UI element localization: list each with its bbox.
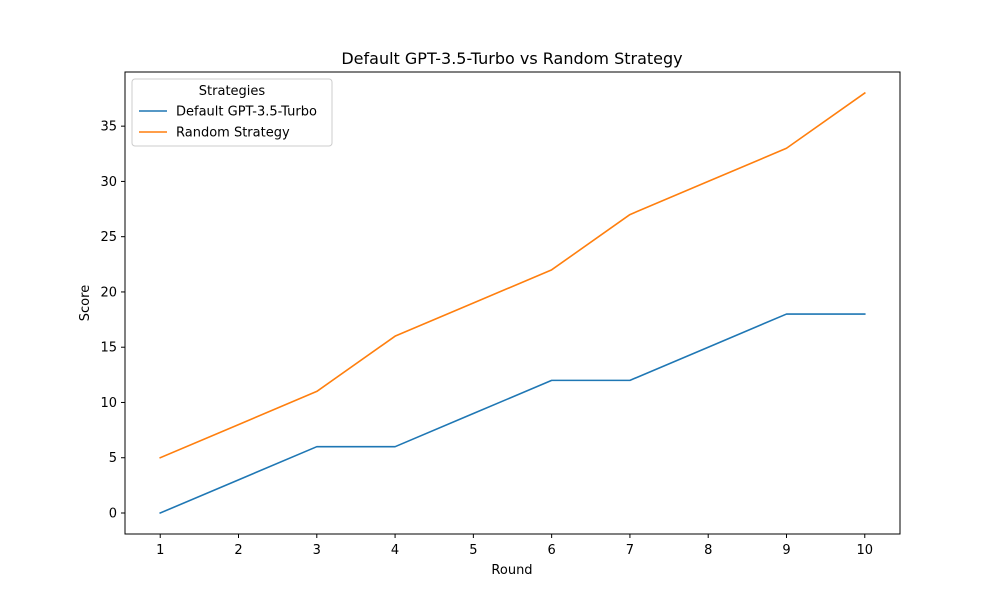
x-tick-label: 3: [313, 543, 321, 558]
x-tick-label: 5: [469, 543, 477, 558]
y-tick-label: 10: [100, 396, 117, 411]
chart-title: Default GPT-3.5-Turbo vs Random Strategy: [341, 49, 682, 68]
y-tick-label: 30: [100, 175, 117, 190]
x-tick-label: 4: [391, 543, 399, 558]
legend: Strategies Default GPT-3.5-Turbo Random S…: [131, 78, 333, 147]
y-tick-label: 20: [100, 285, 117, 300]
legend-label: Random Strategy: [176, 126, 290, 141]
x-tick-label: 2: [234, 543, 242, 558]
y-tick-label: 5: [109, 451, 117, 466]
x-tick-label: 1: [156, 543, 164, 558]
y-tick-label: 15: [100, 341, 117, 356]
legend-items: Default GPT-3.5-Turbo Random Strategy: [139, 105, 317, 141]
y-axis-label: Score: [78, 285, 93, 321]
legend-title: Strategies: [199, 84, 266, 99]
x-tick-label: 8: [704, 543, 712, 558]
series-line-default-gpt: [159, 313, 866, 515]
plot-frame: [124, 71, 901, 535]
y-tick-label: 35: [100, 120, 117, 135]
x-tick-label: 7: [626, 543, 634, 558]
y-tick-label: 25: [100, 230, 117, 245]
x-tick-label: 10: [856, 543, 873, 558]
series-lines: [159, 91, 866, 515]
x-tick-label: 6: [548, 543, 556, 558]
legend-label: Default GPT-3.5-Turbo: [176, 105, 317, 120]
series-line-random-strategy: [159, 91, 866, 459]
x-tick-label: 9: [782, 543, 790, 558]
y-tick-label: 0: [109, 507, 117, 522]
x-axis-label: Round: [491, 563, 532, 578]
x-axis-ticks: 1 2 3 4 5 6 7 8 9 10: [156, 534, 873, 558]
legend-box: [131, 78, 333, 147]
y-axis-ticks: 0 5 10 15 20 25 30 35: [100, 120, 125, 522]
